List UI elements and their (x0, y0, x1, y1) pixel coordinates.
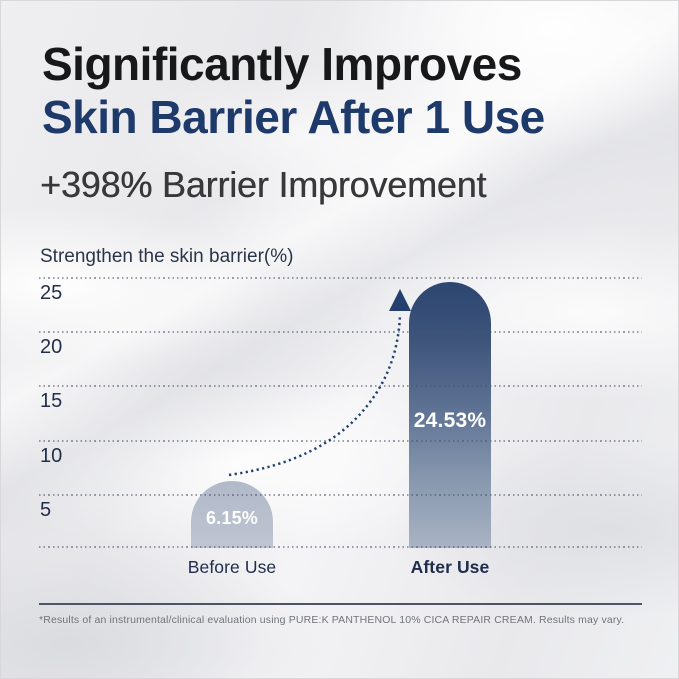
category-label-after-use: After Use (410, 557, 490, 577)
gridline-baseline (39, 546, 642, 548)
gridline-5 (39, 494, 642, 496)
category-label-before-use: Before Use (187, 557, 277, 577)
subtitle-improvement: +398% Barrier Improvement (40, 164, 487, 205)
footnote-divider (39, 603, 642, 605)
footnote-text: *Results of an instrumental/clinical eva… (39, 614, 625, 626)
gridline-25 (39, 277, 642, 279)
title-line-1: Significantly Improves (42, 38, 522, 90)
gridline-10 (39, 440, 642, 442)
gridline-20 (39, 331, 642, 333)
ytick-20: 20 (40, 336, 63, 358)
bar-chart: 25 20 15 10 5 6.15% 24.53% Before Use Af… (39, 277, 642, 577)
bar-value-after: 24.53% (413, 409, 487, 432)
bar-after-use: 24.53% (409, 282, 491, 548)
bar-value-before: 6.15% (205, 508, 259, 528)
trend-arrow-icon (228, 289, 411, 477)
gridline-15 (39, 385, 642, 387)
title-line-2: Skin Barrier After 1 Use (42, 91, 545, 143)
ytick-5: 5 (40, 499, 52, 521)
ytick-25: 25 (40, 282, 63, 304)
chart-title: Strengthen the skin barrier(%) (40, 246, 294, 267)
ytick-15: 15 (40, 390, 63, 412)
ytick-10: 10 (40, 445, 63, 467)
bar-before-use: 6.15% (191, 481, 273, 548)
